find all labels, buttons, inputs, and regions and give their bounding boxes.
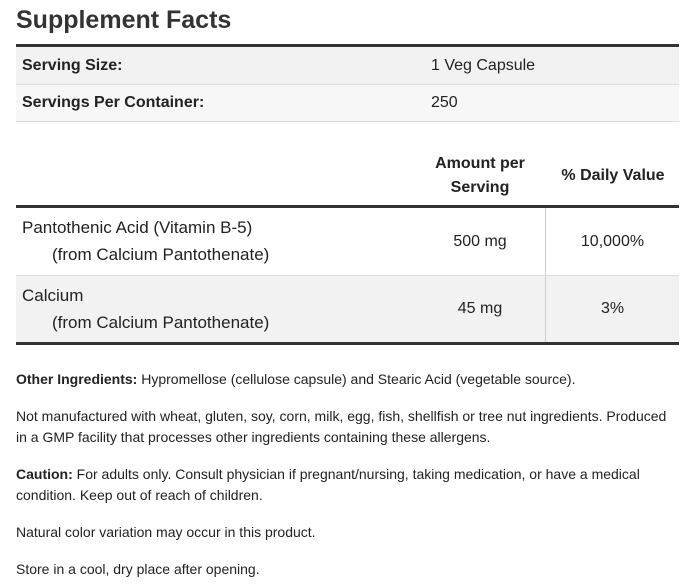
serving-row: Servings Per Container: 250 xyxy=(16,85,679,122)
thick-rule xyxy=(16,44,679,47)
note: Store in a cool, dry place after opening… xyxy=(16,559,680,580)
thick-rule xyxy=(16,205,679,208)
divider xyxy=(545,208,546,275)
amount: 45 mg xyxy=(457,300,503,317)
daily-value: 10,000% xyxy=(580,233,645,250)
nutrient-source: (from Calcium Pantothenate) xyxy=(52,313,270,332)
note-text: For adults only. Consult physician if pr… xyxy=(16,466,640,503)
note: Caution: For adults only. Consult physic… xyxy=(16,464,680,506)
nutrient-source: (from Calcium Pantothenate) xyxy=(52,245,270,264)
divider xyxy=(545,276,546,342)
daily-value: 3% xyxy=(600,300,625,317)
thick-rule xyxy=(16,342,679,345)
note: Not manufactured with wheat, gluten, soy… xyxy=(16,406,680,448)
serving-label: Serving Size: xyxy=(22,57,123,74)
amount: 500 mg xyxy=(453,233,507,250)
note: Natural color variation may occur in thi… xyxy=(16,522,680,543)
note-text: Not manufactured with wheat, gluten, soy… xyxy=(16,408,667,445)
serving-value: 250 xyxy=(431,94,458,111)
serving-value: 1 Veg Capsule xyxy=(431,57,536,74)
note-text: Hypromellose (cellulose capsule) and Ste… xyxy=(141,371,576,387)
note-label: Other Ingredients: xyxy=(16,371,138,387)
note: Other Ingredients: Hypromellose (cellulo… xyxy=(16,369,680,390)
serving-row: Serving Size: 1 Veg Capsule xyxy=(16,47,679,85)
column-header: % Daily Value xyxy=(561,167,665,184)
note-text: Natural color variation may occur in thi… xyxy=(16,524,316,540)
nutrient-row: Pantothenic Acid (Vitamin B-5) (from Cal… xyxy=(16,208,679,276)
note-label: Caution: xyxy=(16,466,73,482)
title: Supplement Facts xyxy=(16,6,232,34)
serving-label: Servings Per Container: xyxy=(22,94,205,111)
nutrient-name: Calcium xyxy=(22,286,84,305)
column-header: Amount per Serving xyxy=(435,155,525,196)
nutrient-name: Pantothenic Acid (Vitamin B-5) xyxy=(22,218,253,237)
note-text: Store in a cool, dry place after opening… xyxy=(16,561,260,577)
nutrient-row: Calcium (from Calcium Pantothenate) 45 m… xyxy=(16,276,679,342)
